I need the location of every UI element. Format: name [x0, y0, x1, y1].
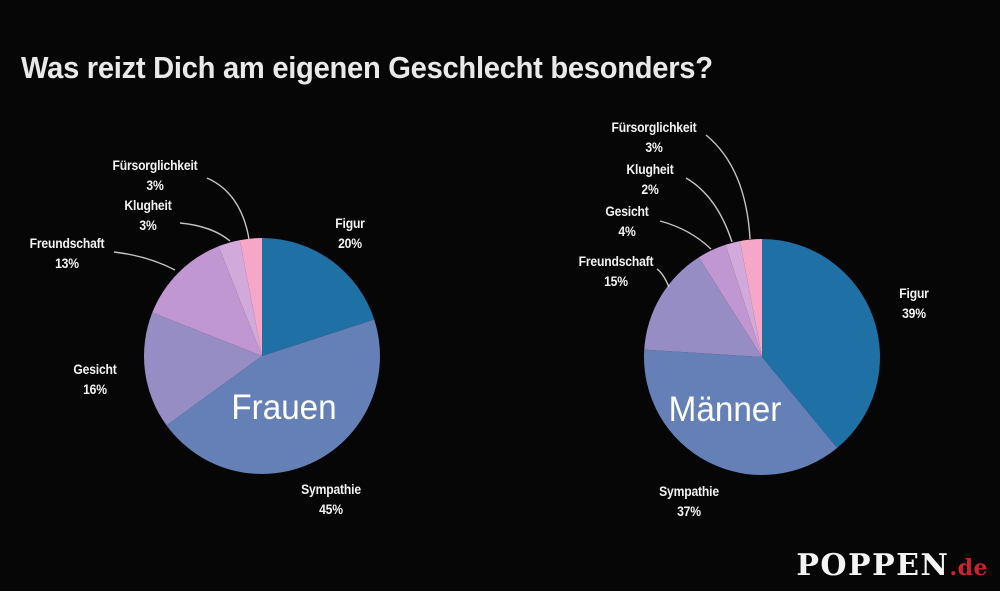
pie-slice-frauen-gesicht	[144, 312, 262, 426]
pie-center-title-frauen: Frauen	[231, 388, 337, 427]
label-frauen-fuersorglichkeit: Fürsorglichkeit 3%	[112, 156, 197, 195]
label-pct: 39%	[902, 305, 926, 321]
label-text: Gesicht	[73, 362, 117, 377]
label-maenner-fuersorglichkeit: Fürsorglichkeit 3%	[611, 118, 696, 157]
label-pct: 2%	[641, 181, 659, 197]
leader-line-maenner-fuersorglichkeit	[705, 134, 751, 240]
label-text: Fürsorglichkeit	[112, 158, 198, 173]
label-frauen-klugheit: Klugheit 3%	[124, 196, 171, 235]
pie-slice-männer-freundschaft	[644, 257, 762, 357]
pie-slice-männer-sympathie	[643, 349, 838, 476]
label-text: Gesicht	[605, 204, 649, 219]
label-text: Figur	[899, 286, 929, 301]
pie-slice-frauen-fürsorglichkeit	[239, 238, 262, 356]
label-text: Sympathie	[659, 484, 719, 499]
pie-slice-frauen-sympathie	[166, 319, 380, 474]
pie-chart-frauen	[144, 238, 380, 474]
pie-slice-männer-klugheit	[725, 241, 762, 357]
label-text: Klugheit	[626, 162, 674, 177]
logo-tld: .de	[949, 555, 988, 581]
label-text: Figur	[335, 216, 365, 231]
leader-line-maenner-klugheit	[685, 177, 733, 243]
label-maenner-figur: Figur 39%	[899, 284, 929, 323]
page-title: Was reizt Dich am eigenen Geschlecht bes…	[21, 50, 713, 85]
pie-slice-frauen-klugheit	[218, 240, 262, 356]
pie-slice-männer-fürsorglichkeit	[739, 239, 762, 357]
label-pct: 20%	[338, 235, 362, 251]
pie-slice-männer-gesicht	[698, 244, 762, 357]
label-text: Sympathie	[301, 482, 361, 497]
label-frauen-gesicht: Gesicht 16%	[73, 360, 116, 399]
leader-line-frauen-fuersorglichkeit	[206, 177, 250, 240]
label-text: Klugheit	[124, 198, 172, 213]
label-maenner-sympathie: Sympathie 37%	[659, 482, 719, 521]
label-pct: 3%	[146, 177, 164, 193]
label-text: Fürsorglichkeit	[611, 120, 697, 135]
label-pct: 37%	[677, 503, 701, 519]
pie-chart-maenner	[643, 239, 881, 476]
label-text: Freundschaft	[578, 254, 654, 269]
pie-slice-frauen-figur	[262, 238, 375, 356]
label-pct: 15%	[604, 273, 628, 289]
logo-name: POPPEN	[796, 548, 950, 583]
label-pct: 13%	[55, 255, 79, 271]
label-maenner-freundschaft: Freundschaft 15%	[579, 252, 654, 291]
pie-slice-frauen-freundschaft	[152, 246, 262, 356]
pie-center-title-maenner: Männer	[668, 390, 782, 429]
label-maenner-klugheit: Klugheit 2%	[626, 160, 673, 199]
label-frauen-freundschaft: Freundschaft 13%	[30, 234, 105, 273]
label-frauen-sympathie: Sympathie 45%	[301, 480, 361, 519]
label-pct: 3%	[645, 139, 663, 155]
label-pct: 4%	[618, 223, 636, 239]
label-pct: 45%	[319, 501, 343, 517]
label-maenner-gesicht: Gesicht 4%	[605, 202, 648, 241]
pie-slice-männer-figur	[762, 239, 881, 448]
label-pct: 16%	[83, 381, 107, 397]
label-text: Freundschaft	[29, 236, 105, 251]
label-frauen-figur: Figur 20%	[335, 214, 365, 253]
poppen-logo: POPPEN.de	[796, 548, 988, 583]
label-pct: 3%	[139, 217, 157, 233]
